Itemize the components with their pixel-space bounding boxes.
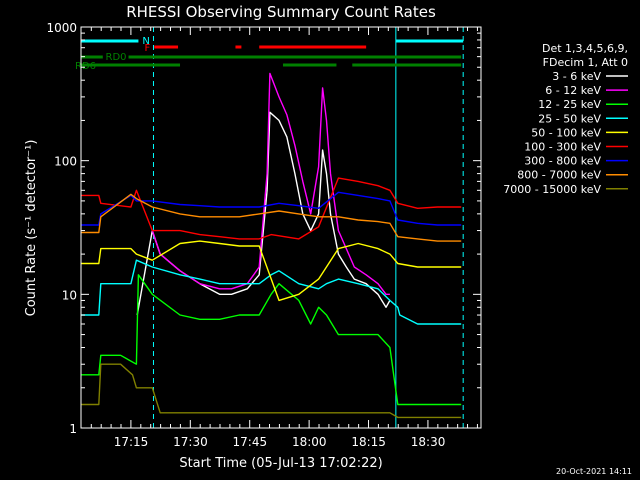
series-line-2	[81, 274, 462, 406]
y-tick-label-0: 1	[69, 422, 77, 436]
series-line-0	[136, 111, 391, 316]
plot-area: NF RD0 RD6	[75, 27, 464, 428]
legend-header-line-1: Det 1,3,4,5,6,9,	[542, 42, 628, 55]
legend-label-6: 300 - 800 keV	[524, 155, 601, 168]
legend-label-4: 50 - 100 keV	[531, 126, 601, 139]
legend-label-8: 7000 - 15000 keV	[503, 183, 601, 196]
series-line-7	[81, 193, 462, 242]
series-line-4	[81, 240, 462, 302]
state-bar-label-3: RD6	[75, 61, 96, 72]
series-line-1	[151, 72, 390, 295]
x-tick-label-4: 18:15	[351, 435, 386, 449]
axes: 1 10 100 1000 17:15 17:30 17:45 18:00 18:15 18:30	[46, 21, 482, 449]
legend-label-5: 100 - 300 keV	[524, 141, 601, 154]
legend-label-7: 800 - 7000 keV	[517, 169, 601, 182]
y-axis-label: Count Rate (s⁻¹ detector⁻¹)	[24, 140, 39, 317]
series-line-3	[81, 259, 462, 325]
series-line-8	[81, 363, 462, 419]
legend-label-3: 25 - 50 keV	[538, 112, 601, 125]
x-tick-label-3: 18:00	[292, 435, 327, 449]
x-tick-label-5: 18:30	[411, 435, 446, 449]
legend-header-line-2: FDecim 1, Att 0	[543, 56, 628, 69]
x-tick-label-1: 17:30	[173, 435, 208, 449]
legend-label-1: 6 - 12 keV	[545, 84, 601, 97]
x-tick-label-0: 17:15	[114, 435, 149, 449]
state-bar-label-2: RD0	[106, 52, 127, 63]
x-tick-label-2: 17:45	[233, 435, 268, 449]
y-tick-label-1: 10	[62, 288, 77, 302]
series-line-6	[81, 191, 462, 226]
legend-label-0: 3 - 6 keV	[552, 70, 601, 83]
state-bar-label-1: F	[145, 43, 151, 54]
legend-label-2: 12 - 25 keV	[538, 98, 601, 111]
chart-title: RHESSI Observing Summary Count Rates	[126, 3, 436, 21]
plot-frame	[80, 26, 482, 429]
x-axis-label: Start Time (05-Jul-13 17:02:22)	[179, 456, 382, 471]
y-tick-label-3: 1000	[46, 21, 77, 35]
date-stamp: 20-Oct-2021 14:11	[556, 467, 632, 476]
y-tick-label-2: 100	[54, 155, 77, 169]
state-bar-label-0: N	[142, 36, 149, 47]
legend: Det 1,3,4,5,6,9, FDecim 1, Att 0 3 - 6 k…	[503, 42, 628, 196]
series-line-5	[81, 177, 462, 240]
